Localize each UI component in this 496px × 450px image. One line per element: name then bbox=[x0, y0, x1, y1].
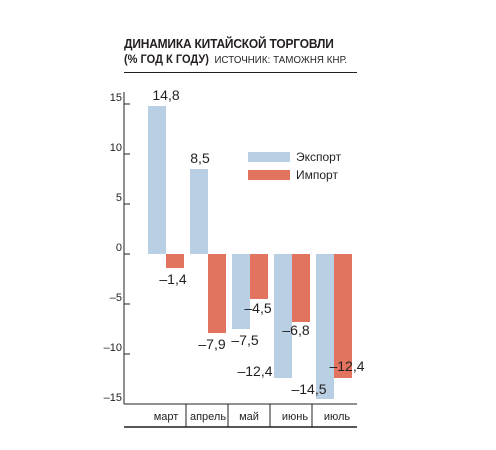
import-value-label: –1,4 bbox=[159, 271, 186, 287]
title-rule bbox=[124, 72, 357, 73]
y-tick-label: –5 bbox=[110, 292, 122, 304]
chart-unit: (% ГОД К ГОДУ) bbox=[124, 52, 209, 66]
import-bar bbox=[334, 254, 352, 378]
import-bar bbox=[166, 254, 184, 268]
y-tick-label: 10 bbox=[110, 142, 122, 154]
export-value-label: –14,5 bbox=[291, 381, 326, 397]
export-value-label: 14,8 bbox=[152, 87, 179, 103]
import-bar bbox=[208, 254, 226, 333]
legend-export-swatch bbox=[248, 152, 290, 162]
category-label: июль bbox=[324, 411, 351, 423]
export-bar bbox=[232, 254, 250, 329]
import-value-label: –12,4 bbox=[329, 358, 364, 374]
import-value-label: –6,8 bbox=[282, 322, 309, 338]
export-bar bbox=[316, 254, 334, 399]
category-label: май bbox=[239, 411, 259, 423]
y-tick-label: 0 bbox=[116, 242, 122, 254]
y-tick-label: –10 bbox=[104, 342, 122, 354]
export-value-label: 8,5 bbox=[190, 150, 210, 166]
import-bar bbox=[292, 254, 310, 322]
export-bar bbox=[274, 254, 292, 378]
chart-subtitle: (% ГОД К ГОДУ) ИСТОЧНИК: ТАМОЖНЯ КНР. bbox=[124, 52, 347, 68]
chart-source: ИСТОЧНИК: ТАМОЖНЯ КНР. bbox=[214, 54, 348, 66]
category-label: апрель bbox=[190, 411, 226, 423]
export-value-label: –12,4 bbox=[237, 363, 272, 379]
import-value-label: –7,9 bbox=[198, 336, 225, 352]
y-tick-label: –15 bbox=[104, 392, 122, 404]
import-bar bbox=[250, 254, 268, 299]
category-label: март bbox=[154, 411, 179, 423]
chart-title: ДИНАМИКА КИТАЙСКОЙ ТОРГОВЛИ bbox=[124, 36, 334, 51]
legend-export-label: Экспорт bbox=[296, 150, 342, 164]
export-bar bbox=[190, 169, 208, 254]
export-value-label: –7,5 bbox=[231, 332, 258, 348]
y-tick-label: 5 bbox=[116, 192, 122, 204]
legend-import-swatch bbox=[248, 170, 290, 180]
export-bar bbox=[148, 106, 166, 254]
y-tick-label: 15 bbox=[110, 92, 122, 104]
category-label: июнь bbox=[282, 411, 308, 423]
legend-import-label: Импорт bbox=[296, 168, 338, 182]
import-value-label: –4,5 bbox=[244, 300, 271, 316]
